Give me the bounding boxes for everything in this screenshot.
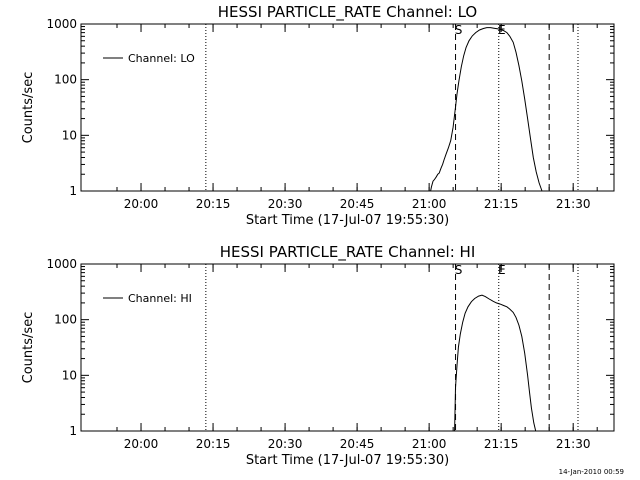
x-tick-label: 21:15 [484, 437, 519, 451]
x-tick-label: 20:00 [124, 437, 159, 451]
y-tick-label: 100 [54, 73, 77, 87]
event-marker-label: E [498, 263, 506, 277]
legend-label: Channel: LO [128, 52, 195, 65]
x-tick-label: 21:00 [412, 197, 447, 211]
chart-title: HESSI PARTICLE_RATE Channel: LO [218, 3, 477, 22]
x-tick-label: 20:15 [196, 437, 231, 451]
y-tick-label: 1 [69, 184, 77, 198]
x-tick-label: 21:30 [556, 197, 591, 211]
chart-panel-hi: HESSI PARTICLE_RATE Channel: HI Counts/se… [21, 243, 615, 468]
plot-frame [80, 263, 615, 432]
y-axis-label: Counts/sec [21, 312, 36, 384]
chart-title: HESSI PARTICLE_RATE Channel: HI [220, 243, 476, 262]
x-axis-label: Start Time (17-Jul-07 19:55:30) [246, 213, 449, 228]
y-tick-label: 1 [69, 424, 77, 438]
x-tick-label: 20:00 [124, 197, 159, 211]
plot-frame [80, 23, 615, 192]
y-tick-label: 1000 [46, 257, 77, 271]
x-tick-label: 20:30 [268, 197, 303, 211]
y-tick-label: 10 [62, 368, 77, 382]
y-tick-label: 1000 [46, 17, 77, 31]
series-line [454, 294, 537, 432]
event-marker-label: S [455, 263, 463, 277]
x-tick-label: 21:30 [556, 437, 591, 451]
x-tick-label: 20:45 [340, 197, 375, 211]
y-tick-label: 100 [54, 313, 77, 327]
x-tick-label: 21:15 [484, 197, 519, 211]
x-tick-label: 20:30 [268, 437, 303, 451]
series-line [430, 27, 543, 192]
chart-panel-lo: HESSI PARTICLE_RATE Channel: LO Counts/se… [21, 3, 615, 228]
y-tick-label: 10 [62, 128, 77, 142]
legend-label: Channel: HI [128, 292, 192, 305]
x-tick-label: 20:15 [196, 197, 231, 211]
x-axis-label: Start Time (17-Jul-07 19:55:30) [246, 453, 449, 468]
x-tick-label: 20:45 [340, 437, 375, 451]
event-marker-label: S [455, 23, 463, 37]
x-tick-label: 21:00 [412, 437, 447, 451]
footer-timestamp: 14-Jan-2010 00:59 [559, 468, 624, 476]
y-axis-label: Counts/sec [21, 72, 36, 144]
